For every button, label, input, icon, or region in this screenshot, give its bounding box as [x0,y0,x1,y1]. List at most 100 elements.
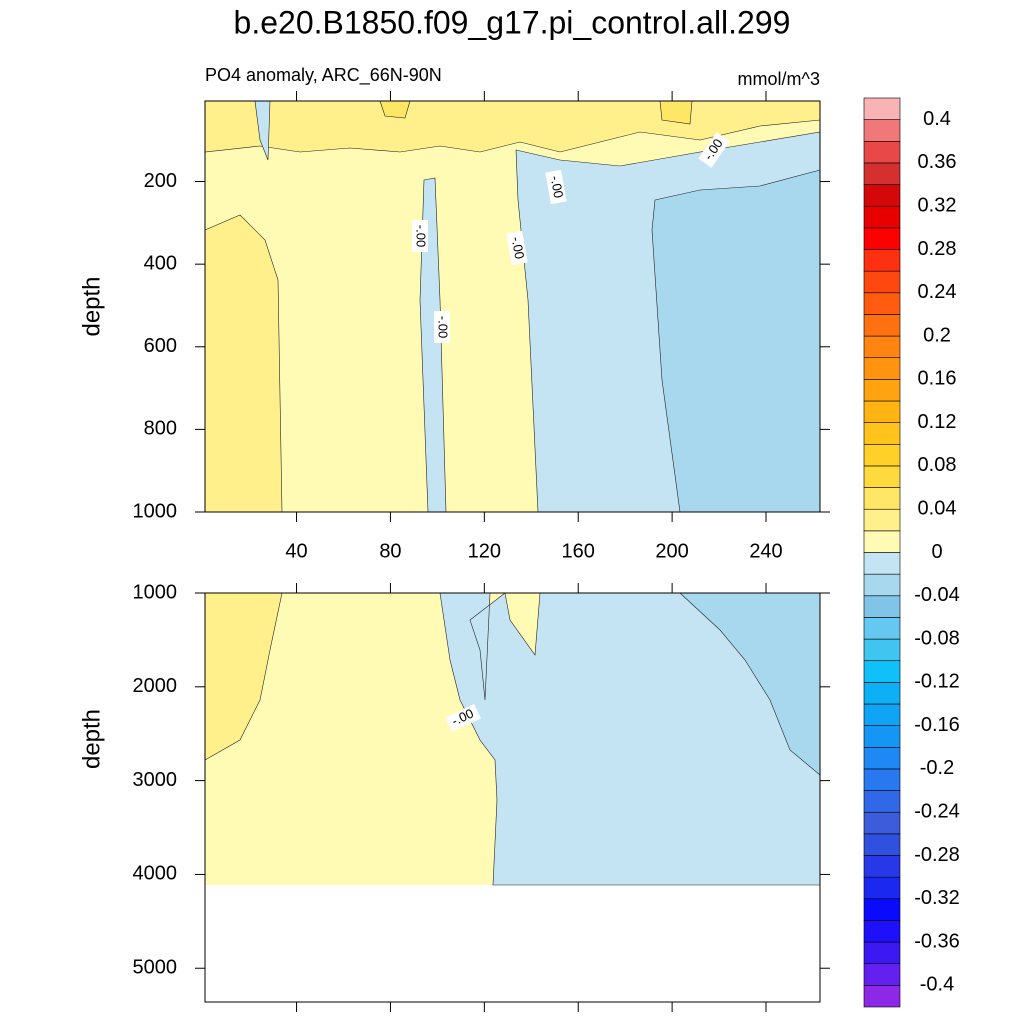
contour-label: -.00 [414,225,429,247]
colorbar-box [863,335,901,359]
contour-label-bg [412,220,428,252]
x-tick-label: 120 [468,540,501,562]
y-tick-label: 4000 [133,863,178,885]
colorbar-tick-label: 0.16 [918,368,957,390]
colorbar-tick-label: -0.32 [914,887,960,909]
y-axis-label: depth [78,276,105,336]
contour-label-bg [545,169,567,205]
y-axis-label: depth [78,709,105,769]
colorbar-box [863,985,901,1008]
colorbar-tick-label: 0.04 [918,497,957,519]
colorbar-box [863,682,901,705]
colorbar-tick-label: -0.2 [920,757,954,779]
colorbar-box [863,660,901,683]
contour-label-group: -.00 [506,230,528,266]
contour-label: -.00 [509,235,528,260]
colorbar-box [863,746,901,770]
colorbar-box [863,465,901,488]
colorbar-box [863,249,901,272]
colorbar-box [863,941,901,965]
colorbar-box [863,97,901,120]
contour-fill-bottom [204,592,821,886]
colorbar-tick-label: 0 [931,541,942,563]
y-tick-label: 3000 [133,769,178,791]
colorbar-box [863,184,901,207]
colorbar-box [863,855,901,878]
colorbar-tick-label: -0.04 [914,584,960,606]
colorbar-box [863,140,901,164]
colorbar-tick-label: 0.08 [918,454,957,476]
colorbar-tick-label: 0.32 [918,194,957,216]
colorbar-box [863,595,901,618]
colorbar-box [863,314,901,337]
colorbar-box [863,920,901,943]
chart-title: b.e20.B1850.f09_g17.pi_control.all.299 [234,4,791,40]
colorbar-box [863,703,901,726]
contour-label: -.00 [436,316,451,338]
colorbar-tick-label: -0.16 [914,714,960,736]
contour-label-bg [445,703,481,733]
colorbar-tick-label: 0.2 [923,324,951,346]
contour-label-bg [698,132,730,168]
y-tick-label: 2000 [133,675,178,697]
colorbar-tick-label: 0.36 [918,151,957,173]
colorbar-tick-label: 0.28 [918,238,957,260]
colorbar-box [863,552,901,575]
colorbar-box [863,379,901,402]
colorbar-box [863,162,901,185]
colorbar-tick-label: -0.24 [914,800,960,822]
colorbar-tick-label: 0.4 [923,108,951,130]
y-tick-label: 5000 [133,957,178,979]
colorbar-box [863,422,901,445]
colorbar-tick-label: -0.4 [920,974,954,996]
contour-label-group: -.00 [545,169,567,205]
colorbar-box [863,530,901,553]
contour-label-group: -.00 [434,311,451,343]
colorbar-box [863,227,901,250]
contour-label-group: -.00 [445,703,481,733]
colorbar-box [863,270,901,294]
contour-label-bg [506,230,528,266]
y-tick-label: 200 [144,170,177,192]
colorbar-box [863,357,901,380]
colorbar-box [863,292,901,315]
contour-label-bg [434,311,450,343]
plot-frame [204,592,821,1003]
plot-frame [204,100,821,513]
colorbar-box [863,487,901,510]
colorbar-box [863,508,901,532]
units: mmol/m^3 [738,69,820,89]
y-tick-label: 1000 [133,581,178,603]
colorbar-tick-label: -0.12 [914,671,960,693]
colorbar-tick-label: -0.36 [914,930,960,952]
y-tick-label: 400 [144,252,177,274]
colorbar-box [863,790,901,813]
y-tick-label: 600 [144,335,177,357]
subtitle: PO4 anomaly, ARC_66N-90N [205,65,442,86]
x-tick-label: 240 [749,540,782,562]
x-tick-label: 200 [655,540,688,562]
y-tick-label: 800 [144,418,177,440]
colorbar-tick-label: -0.28 [914,844,960,866]
x-tick-label: 80 [379,540,401,562]
contour-fill-top [204,100,821,513]
colorbar-tick-label: -0.08 [914,627,960,649]
colorbar-box [863,638,901,662]
colorbar-box [863,963,901,986]
colorbar-box [863,876,901,900]
x-tick-label: 40 [285,540,307,562]
colorbar-box [863,443,901,467]
colorbar-box [863,573,901,597]
colorbar-box [863,725,901,748]
contour-label: -.00 [548,174,567,199]
colorbar-box [863,811,901,835]
colorbar-box [863,833,901,856]
contour-label-group: -.00 [412,220,429,252]
colorbar-box [863,400,901,423]
colorbar-box [863,617,901,640]
y-tick-label: 1000 [133,500,178,522]
colorbar-box [863,205,901,229]
colorbar-tick-label: 0.12 [918,411,957,433]
colorbar-box [863,119,901,142]
